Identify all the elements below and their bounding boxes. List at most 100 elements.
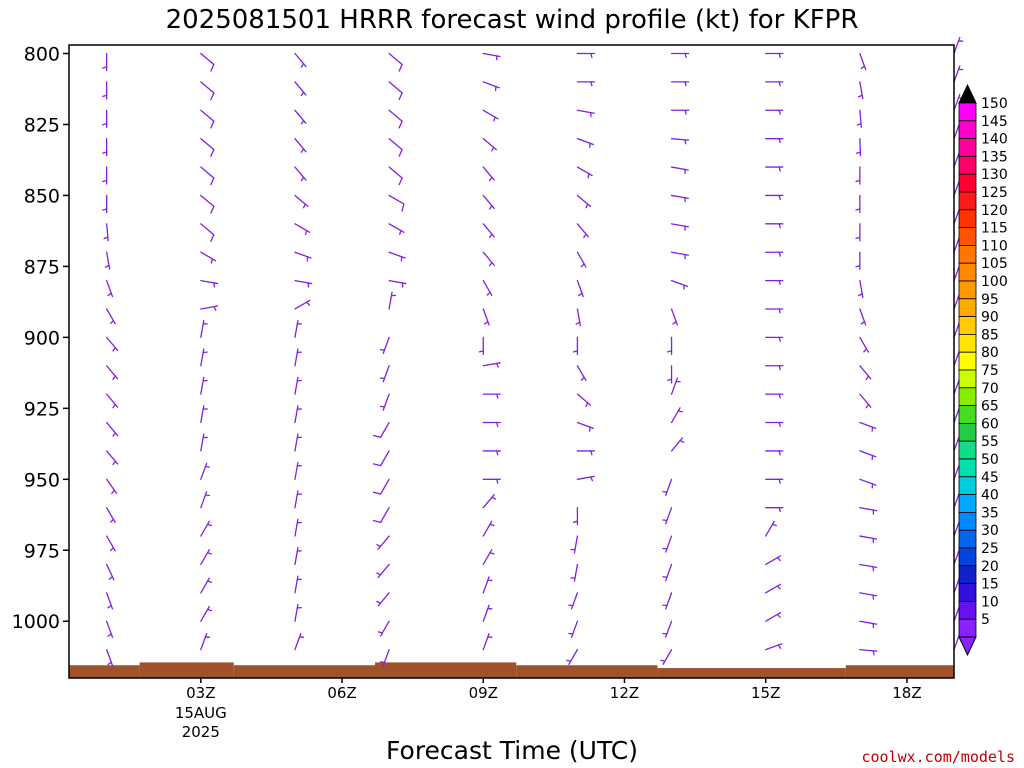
terrain-block <box>516 665 658 678</box>
wind-barb <box>576 194 592 209</box>
wind-barb <box>379 393 390 411</box>
wind-barb <box>568 592 579 610</box>
wind-barb <box>576 166 593 179</box>
wind-barb <box>765 365 784 371</box>
wind-barb <box>670 81 690 87</box>
wind-barb <box>388 52 403 72</box>
colorbar-swatch <box>958 227 977 246</box>
colorbar-label: 30 <box>981 523 999 539</box>
wind-barb <box>376 592 390 607</box>
colorbar-label: 5 <box>981 612 990 628</box>
wind-barb <box>482 421 501 428</box>
wind-barb <box>570 563 579 582</box>
colorbar-swatch <box>958 565 977 584</box>
wind-barb <box>482 362 501 368</box>
wind-barb <box>482 251 495 267</box>
wind-barb <box>667 365 673 384</box>
wind-barb <box>102 109 108 128</box>
wind-barb <box>106 421 119 437</box>
wind-barb <box>670 437 685 452</box>
wind-barb <box>667 336 673 356</box>
colorbar-swatch <box>958 529 977 549</box>
wind-barb <box>482 138 497 152</box>
colorbar-swatch <box>958 494 977 513</box>
wind-barb <box>765 478 784 484</box>
wind-barb <box>662 535 673 553</box>
wind-barb <box>388 138 403 157</box>
wind-barb <box>670 407 683 424</box>
wind-barb <box>765 555 782 566</box>
wind-barb <box>859 336 870 353</box>
wind-barb <box>765 507 784 513</box>
colorbar-swatch <box>958 547 977 567</box>
wind-barb <box>953 36 964 55</box>
y-tick-label: 850 <box>24 185 60 207</box>
wind-barb <box>482 576 493 594</box>
wind-barb <box>294 319 302 339</box>
wind-barb <box>765 279 784 286</box>
colorbar-swatch <box>958 601 977 620</box>
wind-barb <box>294 52 307 68</box>
wind-barb <box>294 279 313 288</box>
wind-barb <box>859 365 872 380</box>
colorbar-label: 150 <box>981 96 1008 112</box>
wind-barb <box>200 405 208 424</box>
wind-barb <box>765 308 784 314</box>
wind-barb <box>200 109 215 129</box>
wind-barb <box>200 462 211 480</box>
wind-barb <box>576 450 596 456</box>
colorbar-swatch <box>958 512 977 531</box>
wind-barb <box>859 52 867 71</box>
wind-barb <box>200 194 215 214</box>
wind-barbs <box>102 36 964 667</box>
wind-barb <box>482 194 495 210</box>
colorbar-swatch <box>958 316 977 335</box>
wind-barb <box>106 393 119 409</box>
wind-barb <box>200 223 215 243</box>
wind-barb <box>482 632 493 651</box>
wind-barb <box>294 547 302 566</box>
wind-barb <box>377 620 390 637</box>
wind-barb <box>568 620 579 638</box>
wind-barb <box>859 393 872 409</box>
wind-barb <box>200 549 213 566</box>
colorbar-swatch <box>958 173 977 193</box>
wind-barb <box>200 376 208 395</box>
wind-barb <box>294 251 312 262</box>
colorbar-label: 135 <box>981 149 1008 165</box>
colorbar-label: 120 <box>981 203 1008 219</box>
wind-barb <box>765 81 784 87</box>
wind-barb <box>765 643 783 651</box>
wind-barb <box>106 648 114 667</box>
colorbar-swatch <box>958 155 977 175</box>
wind-barb <box>576 279 584 298</box>
wind-barb <box>660 648 673 665</box>
wind-barb <box>106 308 116 325</box>
wind-barb <box>106 365 119 380</box>
wind-barb <box>482 393 501 399</box>
y-tick-label: 825 <box>24 114 60 136</box>
wind-barb <box>102 138 108 157</box>
wind-barb <box>482 81 500 92</box>
colorbar-label: 45 <box>981 470 999 486</box>
wind-barb <box>372 478 390 495</box>
wind-barb <box>482 478 501 484</box>
colorbar-label: 85 <box>981 327 999 343</box>
wind-barb <box>478 336 484 356</box>
colorbar-label: 70 <box>981 381 999 397</box>
wind-barb <box>294 518 302 537</box>
wind-barb <box>294 81 307 97</box>
colorbar-label: 25 <box>981 541 999 557</box>
wind-barb <box>200 520 213 537</box>
wind-barb <box>106 279 114 298</box>
terrain <box>69 662 954 678</box>
wind-barb <box>765 138 784 144</box>
wind-barb <box>388 291 397 310</box>
wind-barb <box>859 648 878 656</box>
colorbar-label: 75 <box>981 363 999 379</box>
wind-barb <box>200 305 219 311</box>
wind-barb <box>576 52 596 59</box>
wind-barb <box>102 52 108 72</box>
plot-frame <box>68 44 955 679</box>
colorbar-label: 15 <box>981 577 999 593</box>
